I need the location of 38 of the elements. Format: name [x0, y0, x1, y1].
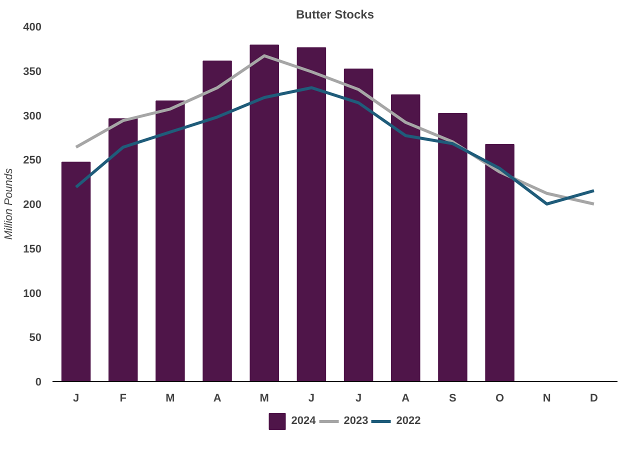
x-tick-label: N — [542, 392, 551, 404]
y-axis-title: Million Pounds — [3, 168, 16, 240]
y-tick-label: 100 — [23, 288, 42, 300]
bar — [108, 118, 138, 382]
x-tick-label: M — [166, 392, 175, 404]
y-tick-label: 350 — [23, 66, 42, 78]
x-tick-label: F — [120, 392, 127, 404]
y-tick-label: 50 — [29, 332, 42, 344]
bar — [156, 100, 185, 382]
y-tick-label: 250 — [23, 154, 42, 167]
x-tick-label: A — [402, 392, 410, 404]
bar — [250, 44, 279, 382]
x-tick-label: J — [72, 392, 80, 404]
bar — [344, 68, 374, 382]
x-tick-label: M — [260, 392, 269, 404]
x-tick-label: J — [355, 392, 362, 404]
line-series — [74, 86, 596, 206]
bar — [438, 112, 468, 382]
y-tick-label: 400 — [23, 22, 42, 34]
y-tick-label: 0 — [35, 376, 42, 388]
y-tick-label: 300 — [23, 110, 42, 122]
x-tick-label: J — [308, 392, 315, 404]
line-series — [74, 54, 596, 206]
legend-label: 2024 — [291, 415, 316, 427]
bar — [391, 94, 420, 382]
x-tick-label: D — [590, 392, 598, 404]
x-tick-label: O — [496, 392, 505, 404]
bar — [296, 47, 326, 382]
legend-label: 2023 — [344, 415, 368, 427]
x-tick-label: A — [213, 392, 222, 404]
bar — [61, 162, 91, 382]
y-tick-label: 200 — [23, 199, 42, 211]
chart-title: Butter Stocks — [296, 8, 374, 22]
bar — [485, 144, 514, 382]
x-tick-label: S — [449, 392, 456, 404]
y-tick-label: 150 — [23, 243, 42, 256]
legend-label: 2022 — [396, 415, 421, 427]
bar — [202, 60, 232, 382]
